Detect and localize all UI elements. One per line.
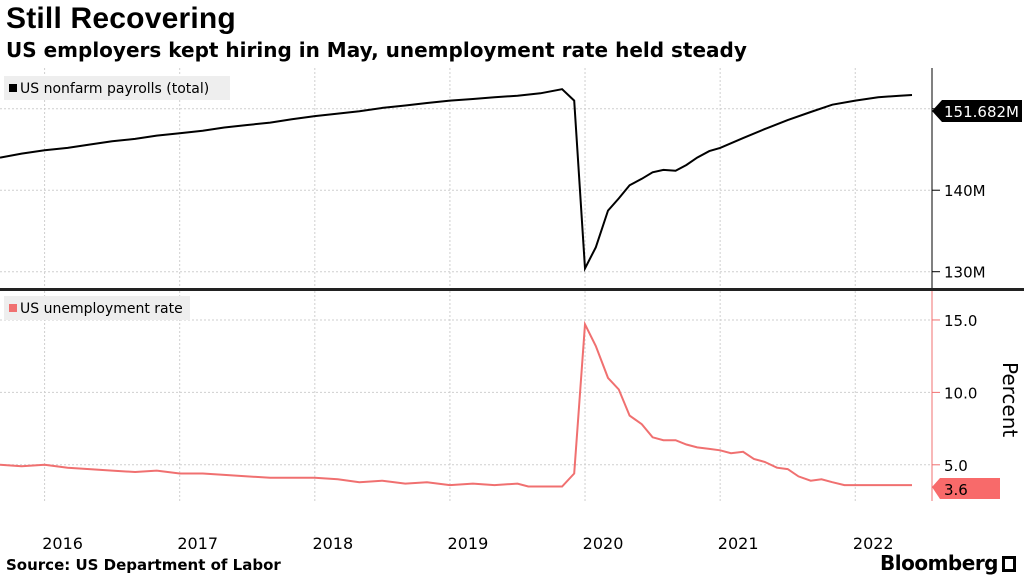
unemployment-y-axis-label: Percent — [998, 362, 1022, 437]
unemployment-y-tick-label: 10.0 — [944, 384, 977, 402]
unemployment-last-value-badge: 3.6 — [932, 478, 1000, 499]
top-grid — [0, 68, 932, 288]
source-note: Source: US Department of Labor — [6, 556, 281, 574]
payrolls-last-value-badge: 151.682M — [932, 100, 1022, 122]
chart-area: 130M140M150M US nonfarm payrolls (total)… — [0, 68, 1024, 553]
top-y-ticks: 130M140M150M — [932, 101, 986, 282]
x-tick-label: 2019 — [448, 534, 489, 553]
x-tick-label: 2016 — [42, 534, 83, 553]
bottom-grid — [0, 291, 932, 501]
x-tick-label: 2018 — [312, 534, 353, 553]
chart-subtitle: US employers kept hiring in May, unemplo… — [6, 38, 747, 62]
payrolls-y-tick-label: 130M — [944, 264, 986, 282]
x-tick-label: 2022 — [853, 534, 894, 553]
payrolls-legend-label: US nonfarm payrolls (total) — [20, 81, 209, 97]
unemployment-last-value: 3.6 — [944, 481, 968, 499]
unemployment-y-tick-label: 15.0 — [944, 312, 977, 330]
payrolls-y-tick-label: 140M — [944, 182, 986, 200]
x-tick-label: 2020 — [583, 534, 624, 553]
x-tick-label: 2021 — [718, 534, 759, 553]
payrolls-legend: US nonfarm payrolls (total) — [4, 76, 230, 100]
panel-separator — [0, 288, 1024, 291]
unemployment-legend-label: US unemployment rate — [20, 301, 183, 317]
unemployment-legend: US unemployment rate — [4, 296, 190, 320]
x-axis-ticks: 2016 2017 2018 2019 2020 2021 2022 — [42, 534, 893, 553]
payrolls-last-value: 151.682M — [944, 103, 1019, 121]
unemployment-line — [0, 320, 912, 488]
payrolls-line — [0, 88, 913, 273]
unemployment-y-tick-label: 5.0 — [944, 457, 968, 475]
bloomberg-mark-icon — [1002, 556, 1016, 572]
chart-title: Still Recovering — [6, 2, 236, 35]
bottom-y-ticks: 5.0 10.0 15.0 — [932, 312, 977, 475]
bloomberg-logo: Bloomberg — [880, 551, 998, 575]
x-tick-label: 2017 — [177, 534, 218, 553]
